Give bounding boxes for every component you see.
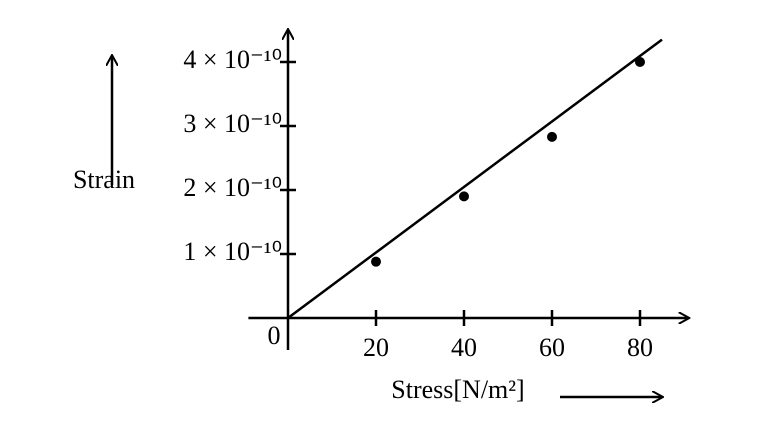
y-tick-label: 3 × 10⁻¹⁰ — [183, 109, 282, 138]
data-point — [459, 191, 469, 202]
x-axis-label: Stress[N/m²] — [391, 375, 524, 404]
y-tick-label: 1 × 10⁻¹⁰ — [183, 237, 282, 266]
y-tick-label: 2 × 10⁻¹⁰ — [183, 173, 282, 202]
y-axis-label: Strain — [73, 165, 135, 194]
x-tick-label: 0 — [268, 321, 281, 350]
fit-line — [287, 38, 663, 320]
x-tick-label: 80 — [627, 333, 653, 362]
data-point — [547, 131, 557, 142]
data-point — [635, 57, 645, 67]
x-tick-label: 60 — [539, 333, 565, 362]
data-point — [371, 256, 381, 267]
x-tick-label: 20 — [363, 333, 389, 362]
y-tick-label: 4 × 10⁻¹⁰ — [183, 45, 282, 74]
x-tick-label: 40 — [451, 333, 477, 362]
